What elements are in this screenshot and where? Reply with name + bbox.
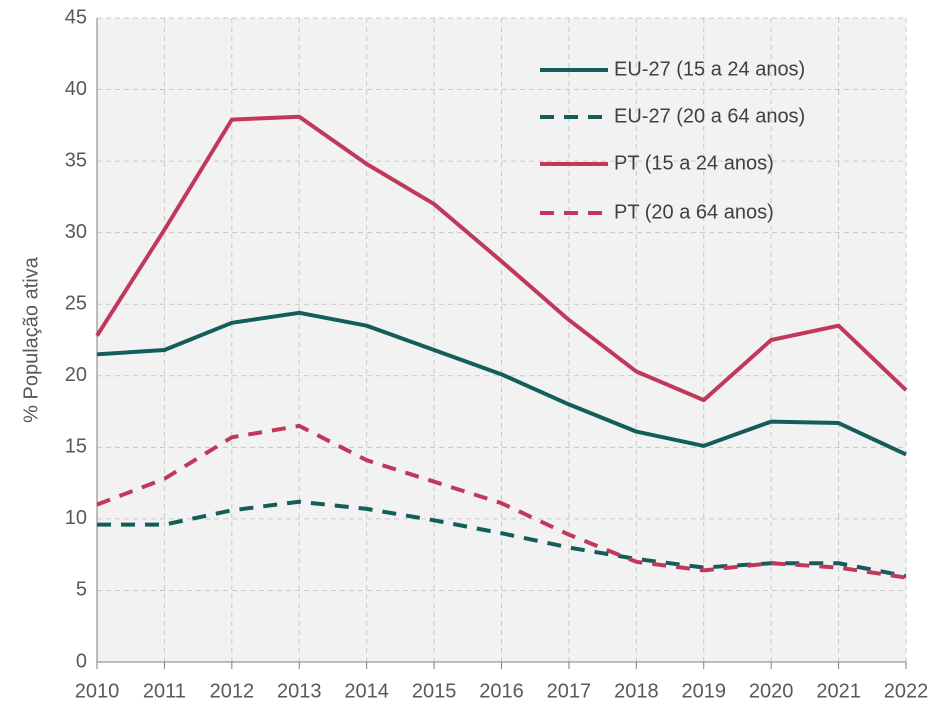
x-tick-label: 2019 [682, 680, 727, 702]
x-tick-label: 2018 [614, 680, 659, 702]
x-tick-label: 2022 [884, 680, 929, 702]
x-tick-label: 2014 [344, 680, 389, 702]
legend-label: EU-27 (20 a 64 anos) [614, 105, 805, 127]
y-tick-label: 40 [65, 78, 87, 100]
y-tick-label: 20 [65, 364, 87, 386]
y-tick-label: 15 [65, 436, 87, 458]
y-tick-label: 0 [76, 650, 87, 672]
x-tick-label: 2017 [547, 680, 592, 702]
y-tick-label: 10 [65, 507, 87, 529]
legend-label: PT (15 a 24 anos) [614, 152, 774, 174]
legend-label: PT (20 a 64 anos) [614, 201, 774, 223]
x-tick-label: 2016 [479, 680, 524, 702]
x-tick-label: 2012 [210, 680, 255, 702]
line-series [95, 114, 908, 403]
x-tick-label: 2015 [412, 680, 457, 702]
x-tick-label: 2010 [75, 680, 120, 702]
legend-label: EU-27 (15 a 24 anos) [614, 58, 805, 80]
line-series [96, 423, 907, 580]
line-series [97, 499, 907, 579]
y-tick-label: 35 [65, 149, 87, 171]
y-tick-label: 45 [65, 6, 87, 28]
y-tick-label: 25 [65, 293, 87, 315]
y-axis-label: % População ativa [20, 256, 42, 423]
x-tick-label: 2011 [143, 680, 186, 702]
line-series [96, 310, 907, 457]
y-tick-label: 30 [65, 221, 87, 243]
y-tick-label: 5 [76, 579, 87, 601]
x-tick-label: 2021 [816, 680, 861, 702]
x-tick-label: 2013 [277, 680, 322, 702]
x-tick-label: 2020 [749, 680, 794, 702]
